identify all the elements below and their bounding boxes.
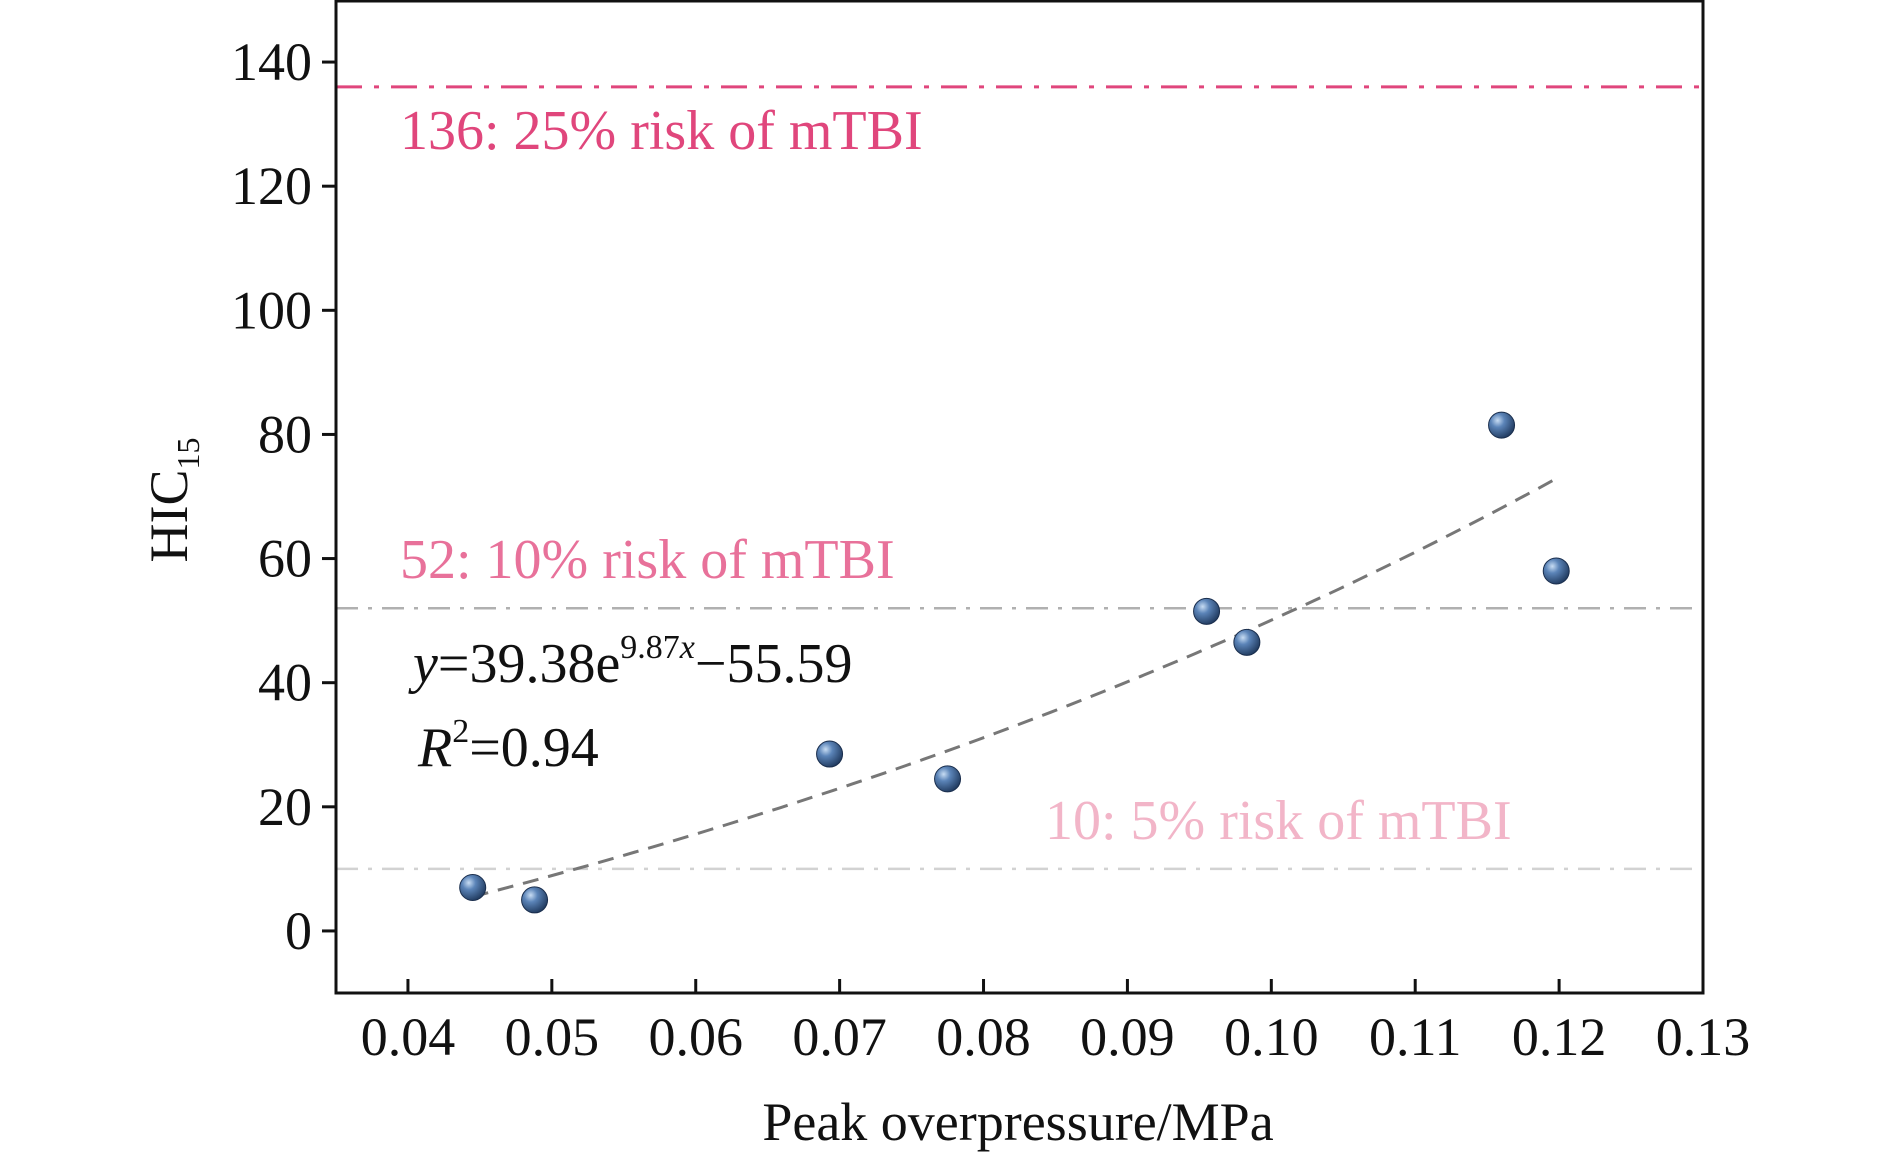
y-tick-label: 0 xyxy=(285,901,312,961)
data-point xyxy=(459,873,487,901)
data-point xyxy=(1542,557,1570,585)
r-squared-value: =0.94 xyxy=(469,717,599,779)
r-squared-r: R xyxy=(417,717,452,779)
equation-exponent-var: x xyxy=(679,629,695,666)
y-tick-label: 100 xyxy=(231,280,312,340)
x-tick-label: 0.05 xyxy=(505,1007,600,1067)
data-point xyxy=(1488,411,1516,439)
x-tick-label: 0.06 xyxy=(648,1007,743,1067)
x-tick-label: 0.11 xyxy=(1369,1007,1462,1067)
equation-base: =39.38e xyxy=(438,633,620,695)
reference-label: 52: 10% risk of mTBI xyxy=(400,529,895,591)
data-point xyxy=(1233,628,1261,656)
y-tick-label: 140 xyxy=(231,32,312,92)
data-point xyxy=(816,740,844,768)
data-point xyxy=(521,886,549,914)
x-tick-label: 0.10 xyxy=(1224,1007,1319,1067)
x-tick-label: 0.12 xyxy=(1512,1007,1607,1067)
equation-exponent-coef: 9.87 xyxy=(620,629,680,666)
r-squared-sup: 2 xyxy=(452,713,469,750)
x-tick-label: 0.07 xyxy=(792,1007,887,1067)
y-tick-label: 80 xyxy=(258,404,312,464)
reference-label: 136: 25% risk of mTBI xyxy=(400,100,923,162)
fit-curve xyxy=(472,477,1557,899)
reference-labels: 136: 25% risk of mTBI 52: 10% risk of mTB… xyxy=(400,100,1512,852)
data-point xyxy=(1193,597,1221,625)
y-axis-ticks: 0 20 40 60 80 100 120 140 xyxy=(231,32,336,961)
x-axis-ticks: 0.04 0.05 0.06 0.07 0.08 0.09 0.10 0.11 0.12 0.13 xyxy=(361,979,1751,1067)
y-tick-label: 60 xyxy=(258,529,312,589)
data-point xyxy=(934,765,962,793)
y-axis-label-main: HIC xyxy=(139,470,199,563)
plot-frame xyxy=(334,0,1705,995)
y-axis-label: HIC15 xyxy=(139,438,206,563)
reference-lines xyxy=(336,85,1703,871)
x-tick-label: 0.09 xyxy=(1080,1007,1175,1067)
y-tick-label: 40 xyxy=(258,653,312,713)
x-tick-label: 0.08 xyxy=(936,1007,1031,1067)
y-tick-label: 20 xyxy=(258,777,312,837)
r-squared: R2=0.94 xyxy=(417,713,599,779)
y-axis-label-subscript: 15 xyxy=(170,438,206,470)
y-tick-label: 120 xyxy=(231,156,312,216)
equation-y: y xyxy=(408,633,438,695)
x-tick-label: 0.13 xyxy=(1656,1007,1751,1067)
data-points xyxy=(459,411,1570,914)
fit-equation: y=39.38e9.87x−55.59 xyxy=(408,629,852,695)
x-axis-label: Peak overpressure/MPa xyxy=(762,1092,1273,1152)
reference-label: 10: 5% risk of mTBI xyxy=(1045,790,1512,852)
x-tick-label: 0.04 xyxy=(361,1007,456,1067)
equation-offset: −55.59 xyxy=(695,633,853,695)
